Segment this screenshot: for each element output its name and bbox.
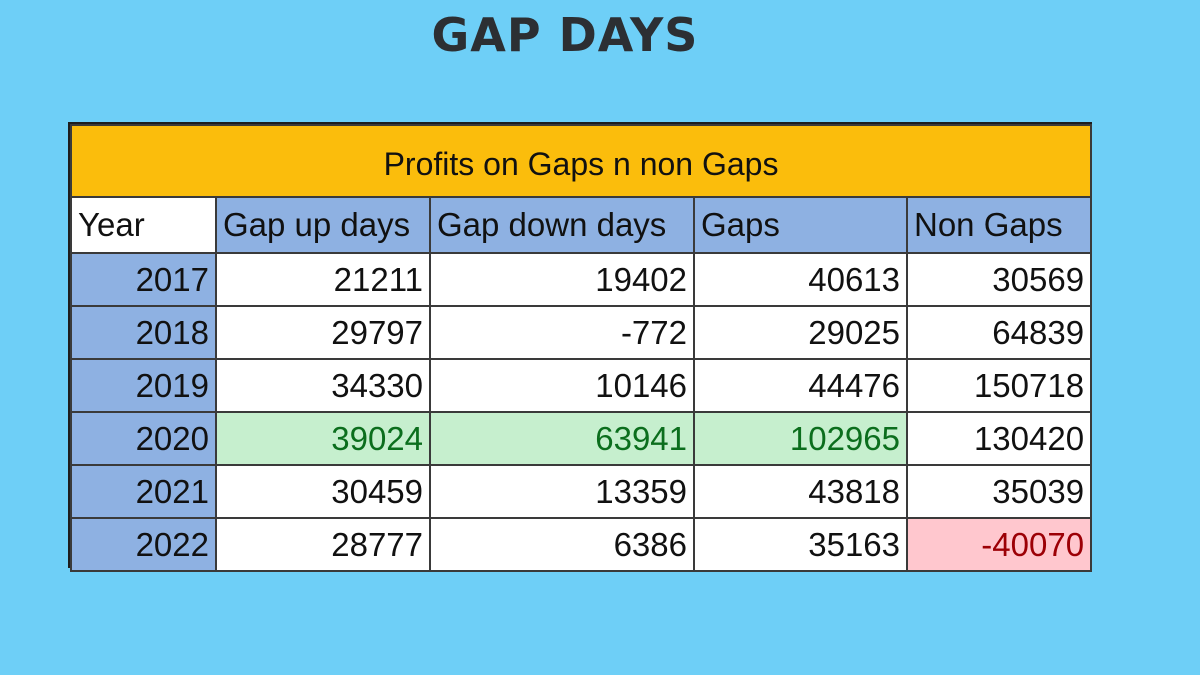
gaps-cell: 29025 bbox=[693, 305, 908, 360]
column-header-gap-up-days: Gap up days bbox=[215, 196, 431, 254]
gap-down-cell: -772 bbox=[429, 305, 695, 360]
year-cell: 2018 bbox=[70, 305, 217, 360]
year-cell: 2017 bbox=[70, 252, 217, 307]
gap-up-cell: 29797 bbox=[215, 305, 431, 360]
gap-up-cell: 39024 bbox=[215, 411, 431, 466]
gaps-cell: 43818 bbox=[693, 464, 908, 519]
table-caption: Profits on Gaps n non Gaps bbox=[69, 124, 1093, 198]
gaps-cell: 102965 bbox=[693, 411, 908, 466]
gap-down-cell: 10146 bbox=[429, 358, 695, 413]
year-cell: 2019 bbox=[70, 358, 217, 413]
page-title: GAP DAYS bbox=[431, 8, 699, 62]
non-gaps-cell: 35039 bbox=[905, 464, 1093, 519]
year-cell: 2020 bbox=[70, 411, 217, 466]
gap-down-cell: 63941 bbox=[429, 411, 695, 466]
profits-table: Profits on Gaps n non Gaps Year Gap up d… bbox=[69, 124, 1093, 572]
gap-down-cell: 13359 bbox=[429, 464, 695, 519]
column-header-non-gaps: Non Gaps bbox=[905, 196, 1093, 254]
column-header-gap-down-days: Gap down days bbox=[429, 196, 695, 254]
gaps-cell: 35163 bbox=[693, 517, 908, 572]
non-gaps-cell: -40070 bbox=[905, 517, 1093, 572]
gap-up-cell: 30459 bbox=[215, 464, 431, 519]
column-header-year: Year bbox=[70, 196, 217, 254]
gap-down-cell: 6386 bbox=[429, 517, 695, 572]
non-gaps-cell: 150718 bbox=[905, 358, 1093, 413]
gap-up-cell: 34330 bbox=[215, 358, 431, 413]
table-row: 2017 21211 19402 40613 30569 bbox=[70, 252, 1093, 307]
non-gaps-cell: 130420 bbox=[905, 411, 1093, 466]
gaps-cell: 44476 bbox=[693, 358, 908, 413]
table-row: 2022 28777 6386 35163 -40070 bbox=[70, 517, 1093, 572]
non-gaps-cell: 64839 bbox=[905, 305, 1093, 360]
table-row: 2020 39024 63941 102965 130420 bbox=[70, 411, 1093, 466]
year-cell: 2022 bbox=[70, 517, 217, 572]
table-row: 2021 30459 13359 43818 35039 bbox=[70, 464, 1093, 519]
non-gaps-cell: 30569 bbox=[905, 252, 1093, 307]
table-row: 2018 29797 -772 29025 64839 bbox=[70, 305, 1093, 360]
gap-up-cell: 28777 bbox=[215, 517, 431, 572]
table-row: 2019 34330 10146 44476 150718 bbox=[70, 358, 1093, 413]
year-cell: 2021 bbox=[70, 464, 217, 519]
gap-up-cell: 21211 bbox=[215, 252, 431, 307]
column-header-gaps: Gaps bbox=[693, 196, 908, 254]
gaps-cell: 40613 bbox=[693, 252, 908, 307]
header-row: Year Gap up days Gap down days Gaps Non … bbox=[70, 196, 1093, 254]
profits-table-container: Profits on Gaps n non Gaps Year Gap up d… bbox=[68, 122, 1093, 572]
gap-down-cell: 19402 bbox=[429, 252, 695, 307]
